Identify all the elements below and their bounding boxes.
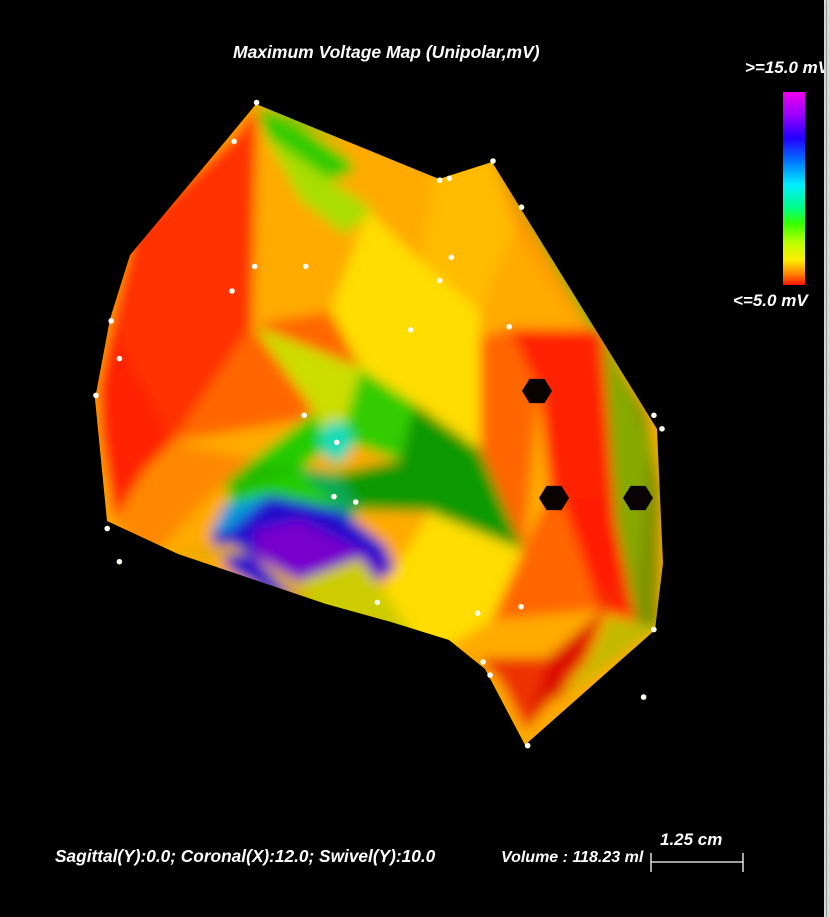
svg-text:>=15.0 mV: >=15.0 mV [745, 58, 830, 77]
svg-text:Volume : 118.23 ml: Volume : 118.23 ml [501, 849, 644, 866]
svg-text:Maximum Voltage Map (Unipolar: Maximum Voltage Map (Unipolar,mV) [233, 42, 540, 62]
svg-text:Sagittal(Y):0.0; Coronal(X):12: Sagittal(Y):0.0; Coronal(X):12.0; Swivel… [55, 846, 436, 866]
svg-text:<=5.0 mV: <=5.0 mV [733, 291, 809, 310]
svg-text:1.25 cm: 1.25 cm [660, 830, 722, 849]
